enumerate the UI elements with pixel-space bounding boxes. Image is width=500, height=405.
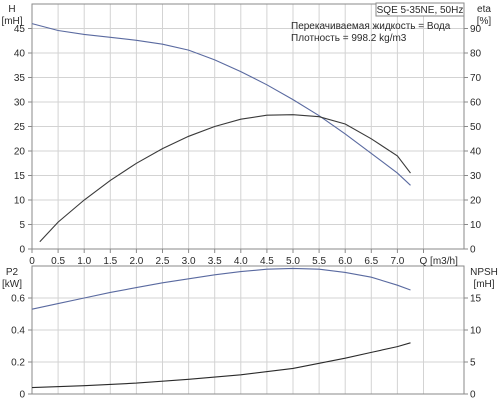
right-tick-label: 90 xyxy=(470,24,482,35)
left-tick-label: 0 xyxy=(19,390,25,401)
right-axis-title: eta xyxy=(477,4,491,15)
right-tick-label: 15 xyxy=(470,294,482,305)
title-frame xyxy=(375,2,465,17)
left-tick-label: 45 xyxy=(14,24,26,35)
x-axis-title: Q [m3/h] xyxy=(420,256,459,267)
left-axis-unit: [mH] xyxy=(1,16,22,27)
left-tick-label: 0.2 xyxy=(11,358,25,369)
x-tick-label: 2.0 xyxy=(129,256,143,267)
x-tick-label: 0 xyxy=(29,256,35,267)
right-tick-label: 40 xyxy=(470,147,482,158)
right-tick-label: 30 xyxy=(470,171,482,182)
left-tick-label: 30 xyxy=(14,98,26,109)
right-tick-label: 10 xyxy=(470,326,482,337)
right-tick-label: 5 xyxy=(470,358,476,369)
chart-title: SQE 5-35NE, 50Hz xyxy=(377,5,464,16)
x-tick-label: 6.5 xyxy=(364,256,378,267)
chart-title-box: SQE 5-35NE, 50Hz xyxy=(375,2,465,17)
left-tick-label: 0.4 xyxy=(11,326,25,337)
right-tick-label: 60 xyxy=(470,98,482,109)
x-tick-label: 4.5 xyxy=(260,256,274,267)
left-axis-unit: [kW] xyxy=(2,279,22,290)
right-tick-label: 50 xyxy=(470,122,482,133)
fluid-annotation: Перекачиваемая жидкость = Вода xyxy=(291,21,451,32)
left-tick-label: 0.6 xyxy=(11,294,25,305)
right-axis-unit: [mH] xyxy=(473,279,494,290)
right-tick-label: 80 xyxy=(470,49,482,60)
left-tick-label: 5 xyxy=(19,220,25,231)
x-tick-label: 6.0 xyxy=(338,256,352,267)
x-tick-label: 1.0 xyxy=(77,256,91,267)
x-tick-label: 0.5 xyxy=(51,256,65,267)
right-tick-label: 10 xyxy=(470,220,482,231)
right-axis-title: NPSH xyxy=(470,267,498,278)
left-axis-title: H xyxy=(8,4,15,15)
left-tick-label: 15 xyxy=(14,171,26,182)
curve-p2 xyxy=(31,267,411,310)
left-axis-title: P2 xyxy=(6,267,19,278)
left-tick-label: 25 xyxy=(14,122,26,133)
right-tick-label: 70 xyxy=(470,73,482,84)
left-tick-label: 10 xyxy=(14,196,26,207)
left-tick-label: 20 xyxy=(14,147,26,158)
right-tick-label: 0 xyxy=(470,390,476,401)
x-tick-label: 3.0 xyxy=(182,256,196,267)
power-npsh-panel xyxy=(28,265,468,395)
x-tick-label: 1.5 xyxy=(103,256,117,267)
x-tick-label: 2.5 xyxy=(156,256,170,267)
right-tick-label: 0 xyxy=(470,245,476,256)
left-tick-label: 40 xyxy=(14,49,26,60)
curve-h xyxy=(31,23,411,186)
x-tick-label: 4.0 xyxy=(234,256,248,267)
head-efficiency-panel xyxy=(28,3,468,250)
x-tick-label: 5.0 xyxy=(286,256,300,267)
x-tick-label: 3.5 xyxy=(208,256,222,267)
fluid-annotation: Плотность = 998.2 kg/m3 xyxy=(291,33,407,44)
x-tick-label: 7.0 xyxy=(390,256,404,267)
curve-eta xyxy=(39,114,411,243)
left-tick-label: 0 xyxy=(19,245,25,256)
x-tick-label: 5.5 xyxy=(312,256,326,267)
right-axis-unit: [%] xyxy=(477,16,492,27)
left-tick-label: 35 xyxy=(14,73,26,84)
right-tick-label: 20 xyxy=(470,196,482,207)
curve-npsh xyxy=(31,342,411,389)
